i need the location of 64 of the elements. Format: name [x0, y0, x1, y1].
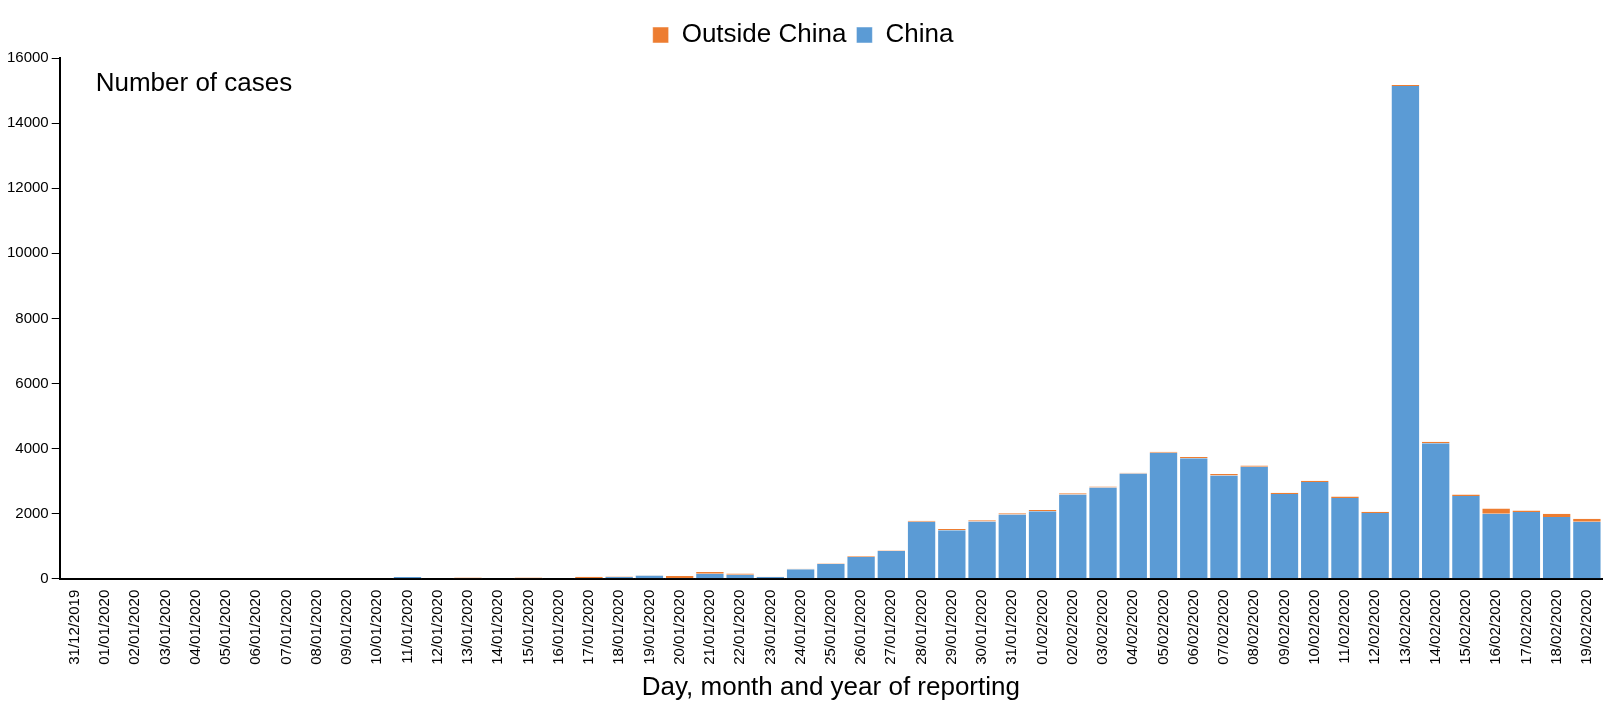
x-tick-label: 19/01/2020 [639, 589, 657, 665]
x-tick-label: 06/01/2020 [246, 589, 264, 665]
x-tick-label: 15/01/2020 [518, 589, 536, 665]
x-tick-label: 03/01/2020 [155, 589, 173, 665]
x-tick-label: 25/01/2020 [821, 589, 838, 665]
x-tick-label: 18/01/2020 [609, 589, 627, 665]
x-tick-label: 20/01/2020 [669, 589, 687, 665]
x-tick-label: 02/01/2020 [125, 589, 143, 665]
x-tick-label: 12/02/2020 [1365, 589, 1383, 665]
x-tick-label: 17/01/2020 [579, 589, 597, 665]
x-tick-label: 05/02/2020 [1153, 589, 1171, 665]
x-tick-label: 24/01/2020 [790, 589, 808, 665]
x-tick-label: 03/02/2020 [1093, 589, 1111, 665]
y-tick-label: 6000 [15, 373, 49, 391]
x-tick-label: 01/02/2020 [1032, 589, 1050, 665]
x-tick-label: 06/02/2020 [1183, 589, 1201, 665]
y-axis-title: Number of cases [95, 67, 293, 98]
x-tick-label: 30/01/2020 [972, 589, 990, 665]
x-tick-label: 10/02/2020 [1304, 589, 1322, 665]
x-tick-label: 17/02/2020 [1516, 589, 1534, 665]
y-tick-label: 10000 [6, 243, 49, 261]
x-tick-label: 01/01/2020 [95, 589, 113, 665]
x-tick-label: 15/02/2020 [1456, 589, 1474, 665]
x-tick-label: 18/02/2020 [1546, 589, 1564, 665]
y-tick-label: 12000 [6, 178, 49, 196]
x-tick-label: 02/02/2020 [1062, 589, 1080, 665]
x-tick-label: 11/02/2020 [1335, 589, 1353, 664]
x-tick-label: 19/02/2020 [1577, 589, 1595, 665]
x-tick-label: 13/01/2020 [458, 589, 476, 665]
y-tick-label: 4000 [15, 438, 49, 456]
x-tick-label: 16/02/2020 [1486, 589, 1504, 665]
y-tick-label: 2000 [15, 503, 49, 521]
x-tick-label: 04/01/2020 [185, 589, 203, 665]
x-tick-label: 07/01/2020 [276, 589, 294, 665]
x-tick-label: 09/01/2020 [337, 589, 355, 665]
x-tick-label: 10/01/2020 [367, 589, 385, 665]
x-tick-label: 31/12/2019 [64, 589, 82, 665]
x-tick-label: 23/01/2020 [760, 589, 778, 665]
x-tick-label: 08/01/2020 [306, 589, 324, 665]
x-tick-label: 27/01/2020 [881, 589, 899, 665]
x-tick-label: 07/02/2020 [1214, 589, 1232, 665]
x-tick-label: 13/02/2020 [1395, 589, 1413, 665]
x-tick-label: 28/01/2020 [911, 589, 929, 665]
x-tick-label: 11/01/2020 [397, 589, 415, 664]
x-tick-label: 05/01/2020 [216, 589, 234, 665]
y-tick-label: 0 [40, 568, 49, 586]
x-tick-label: 12/01/2020 [427, 589, 445, 665]
x-tick-label: 09/02/2020 [1274, 589, 1292, 665]
y-tick-label: 14000 [6, 113, 49, 131]
x-tick-label: 14/01/2020 [488, 589, 506, 665]
x-tick-label: 29/01/2020 [941, 589, 959, 665]
legend-label: Outside China [681, 18, 847, 49]
x-tick-label: 14/02/2020 [1425, 589, 1443, 665]
x-tick-label: 08/02/2020 [1244, 589, 1262, 665]
x-tick-label: 21/01/2020 [700, 589, 718, 665]
y-tick-label: 16000 [6, 48, 49, 66]
legend-label: China [885, 18, 954, 49]
x-tick-label: 16/01/2020 [548, 589, 566, 665]
x-axis-title: Day, month and year of reporting [641, 670, 1020, 701]
x-tick-label: 31/01/2020 [1002, 589, 1020, 665]
x-tick-label: 26/01/2020 [851, 589, 869, 665]
x-tick-label: 22/01/2020 [730, 589, 748, 665]
x-tick-label: 04/02/2020 [1123, 589, 1141, 665]
y-tick-label: 8000 [15, 308, 49, 326]
